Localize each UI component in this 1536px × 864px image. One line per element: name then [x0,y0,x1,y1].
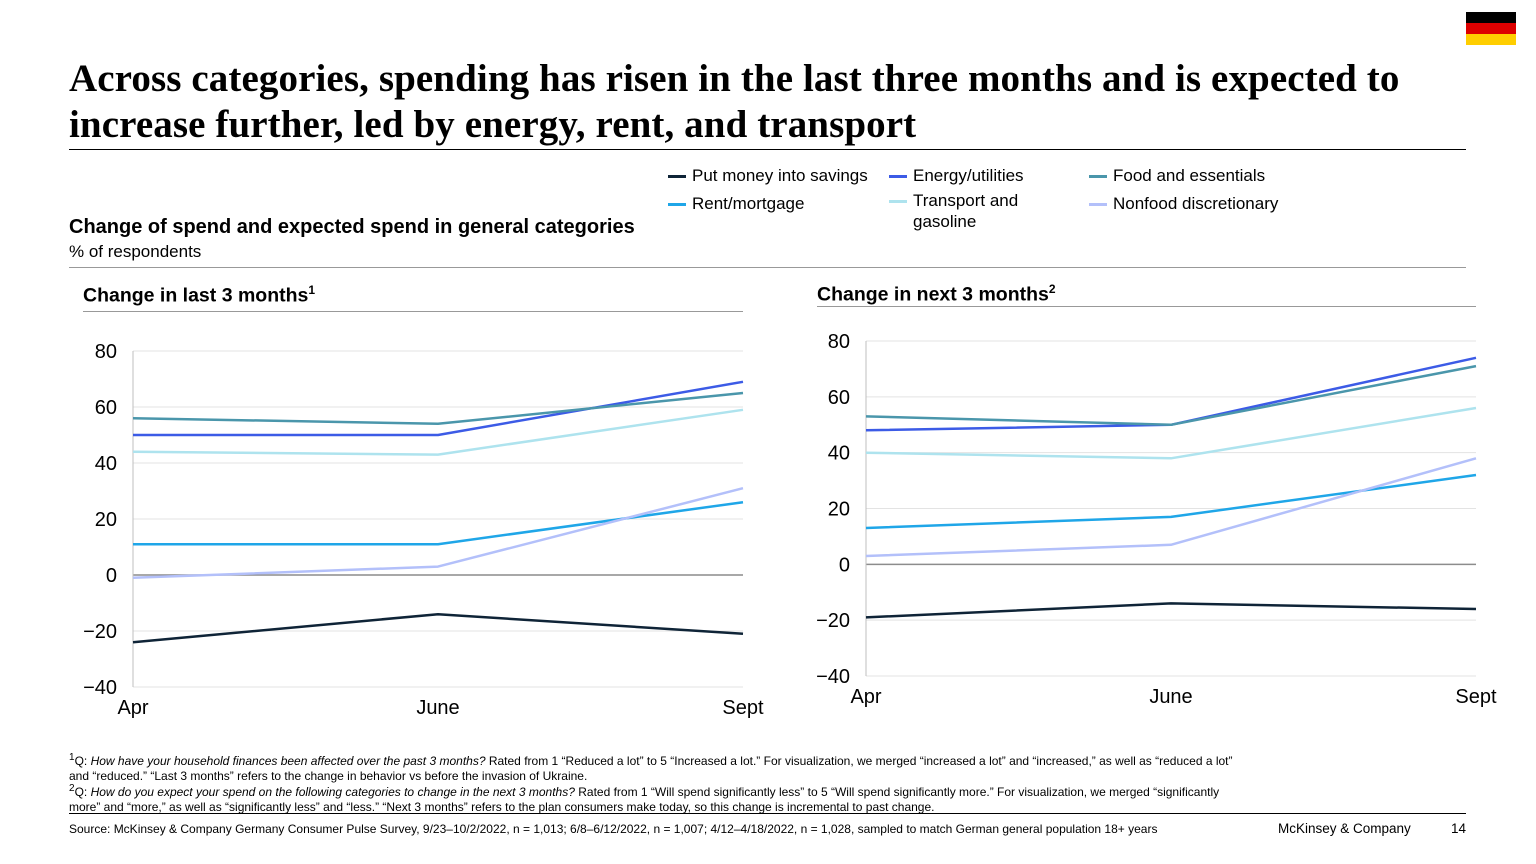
series-line-nonfood-discretionary [132,486,744,580]
x-tick-label: Sept [722,697,764,719]
page-number: 14 [1451,821,1467,836]
footnote-question: How do you expect your spend on the foll… [90,785,575,799]
legend-label: Food and essentials [1113,166,1266,185]
footnote-1: 1Q: How have your household finances bee… [69,750,1249,784]
chart-heading-divider [69,267,1466,268]
y-tick-label: 80 [95,341,117,363]
footnote-2: 2Q: How do you expect your spend on the … [69,781,1249,815]
y-tick-label: 40 [95,453,117,475]
y-tick-label: −40 [816,666,850,688]
flag-stripe-gold [1466,34,1516,45]
y-tick-label: 0 [106,565,117,587]
x-tick-label: Apr [117,697,148,719]
y-tick-label: −20 [816,610,850,632]
x-tick-label: Sept [1455,686,1497,708]
footnote-marker: 2 [1048,282,1056,296]
panel-title-text: Change in next 3 months [817,283,1049,306]
flag-stripe-black [1466,12,1516,23]
series-line-put-money-into-savings [132,612,744,644]
panel-title-text: Change in last 3 months [83,284,309,307]
footnote-q-prefix: Q: [74,785,91,799]
legend-swatch [1089,203,1107,206]
footnote-q-prefix: Q: [74,754,91,768]
y-tick-label: 60 [828,387,850,409]
flag-stripe-red [1466,23,1516,34]
legend-swatch [668,175,686,178]
footnote-marker: 1 [308,283,316,297]
series-line-nonfood-discretionary [865,457,1477,558]
legend-label: Put money into savings [692,166,868,185]
y-tick-label: 20 [828,499,850,521]
legend-swatch [668,203,686,206]
y-tick-label: 40 [828,443,850,465]
panel-title-next-3-months: Change in next 3 months2 [817,282,1056,307]
y-tick-label: 0 [839,554,850,576]
title-divider [69,149,1466,150]
legend-label: Transport and gasoline [913,191,1019,231]
y-tick-label: 60 [95,397,117,419]
panel-title-last-3-months: Change in last 3 months1 [83,283,315,308]
y-tick-label: −20 [83,621,117,643]
legend-label: Nonfood discretionary [1113,194,1279,213]
series-line-food-and-essentials [132,391,744,426]
series-line-put-money-into-savings [865,602,1477,619]
series-line-rent-mortgage [133,500,744,546]
legend-swatch [1089,175,1107,178]
legend-label: Energy/utilities [913,166,1024,185]
series-line-transport-and-gasoline [865,406,1477,460]
germany-flag-icon [1466,12,1516,45]
chart-heading: Change of spend and expected spend in ge… [69,216,635,238]
footnote-marker: 2 [69,783,75,794]
footnote-marker: 1 [69,752,75,763]
series-line-rent-mortgage [865,473,1477,530]
series-line-food-and-essentials [865,364,1477,427]
series-line-energy-utilities [133,380,744,437]
chart-unit: % of respondents [69,242,202,261]
y-tick-label: 80 [828,331,850,353]
footnote-text: Rated from 1 “Reduced a lot” to 5 “Incre… [69,754,1233,783]
x-tick-label: June [1149,686,1192,708]
footer-divider [69,813,1466,814]
footnote-question: How have your household finances been af… [90,754,486,768]
footnote-text: Rated from 1 “Will spend significantly l… [69,785,1220,814]
legend-swatch [889,200,907,203]
x-tick-label: Apr [850,686,881,708]
panel-title-divider [817,306,1476,307]
series-line-transport-and-gasoline [132,408,744,456]
page-title: Across categories, spending has risen in… [69,57,1400,146]
y-tick-label: 20 [95,509,117,531]
source-note: Source: McKinsey & Company Germany Consu… [69,822,1158,836]
legend-label: Rent/mortgage [692,194,805,213]
brand-name: McKinsey & Company [1278,821,1411,836]
x-tick-label: June [416,697,459,719]
panel-title-divider [83,311,743,312]
legend-swatch [889,175,907,178]
y-tick-label: −40 [83,677,117,699]
